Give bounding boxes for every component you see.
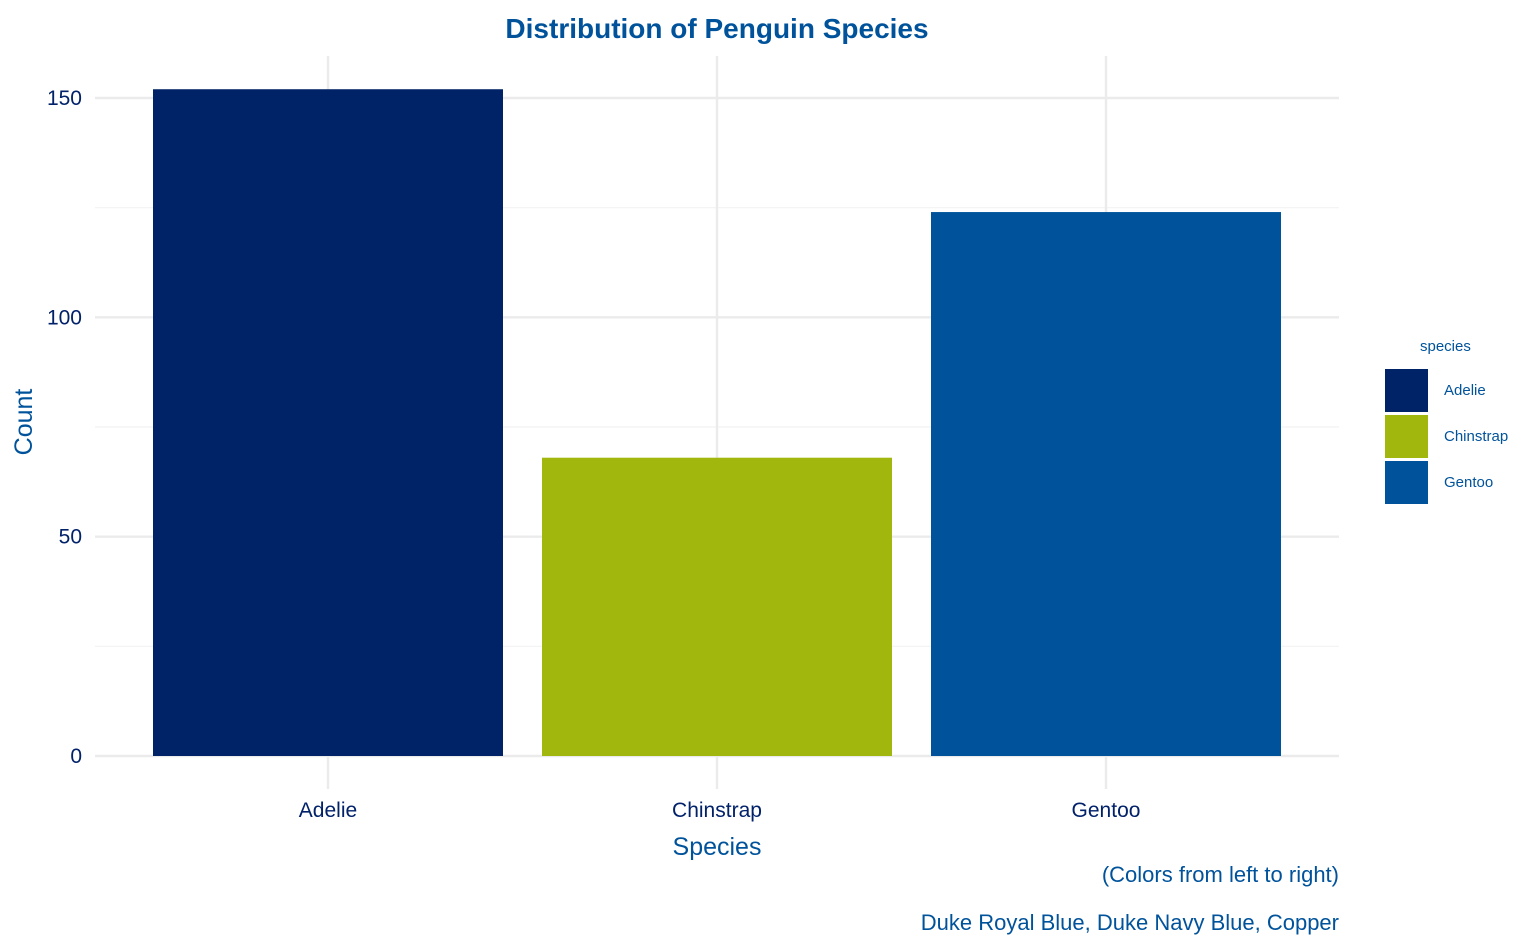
y-axis-ticks: 0 50 100 150 (47, 87, 82, 768)
bar-gentoo (931, 212, 1281, 756)
legend-key-chinstrap (1385, 415, 1428, 458)
legend-title: species (1420, 338, 1471, 355)
x-tick-label: Adelie (299, 799, 357, 822)
legend: species Adelie Chinstrap Gentoo (1385, 338, 1508, 504)
legend-key-adelie (1385, 369, 1428, 412)
x-axis-title: Species (673, 833, 762, 861)
legend-label: Adelie (1444, 382, 1486, 399)
y-tick-label: 100 (47, 306, 82, 329)
y-tick-label: 0 (70, 745, 82, 768)
legend-key-gentoo (1385, 461, 1428, 504)
caption-line-2: Duke Royal Blue, Duke Navy Blue, Copper (921, 910, 1339, 935)
legend-label: Chinstrap (1444, 428, 1508, 445)
y-tick-label: 50 (59, 526, 82, 549)
bar-adelie (153, 89, 503, 756)
x-tick-label: Gentoo (1072, 799, 1141, 822)
y-tick-label: 150 (47, 87, 82, 110)
chart-title: Distribution of Penguin Species (505, 13, 928, 44)
legend-label: Gentoo (1444, 474, 1493, 491)
x-tick-label: Chinstrap (672, 799, 762, 822)
bar-chinstrap (542, 457, 892, 756)
y-axis-title: Count (10, 389, 38, 456)
bars (153, 89, 1281, 756)
caption-line-1: (Colors from left to right) (1102, 862, 1339, 887)
x-axis-ticks: Adelie Chinstrap Gentoo (299, 799, 1141, 822)
